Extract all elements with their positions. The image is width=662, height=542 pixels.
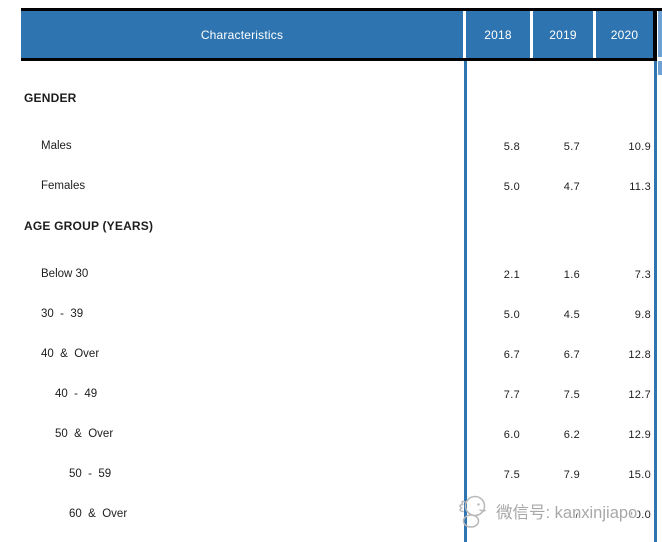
value-2018: 5.0 — [503, 181, 520, 193]
data-row: 50 - 59 7.5 7.9 15.0 — [0, 466, 662, 482]
value-2018: 6.7 — [503, 349, 520, 361]
value-2020: 9.8 — [634, 309, 651, 321]
header-year-label: 2018 — [484, 27, 512, 42]
value-2019: 6.7 — [563, 349, 580, 361]
header-top-border — [21, 8, 662, 11]
data-row: 60 & Over 3.8 3.7 10.0 — [0, 506, 662, 522]
data-row: 40 - 49 7.7 7.5 12.7 — [0, 386, 662, 402]
header-characteristics-label: Characteristics — [200, 27, 284, 42]
row-label: GENDER — [24, 91, 77, 105]
header-right-border — [653, 8, 657, 61]
value-2019: 1.6 — [563, 269, 580, 281]
value-2019: 5.7 — [563, 141, 580, 153]
value-2020: 12.7 — [628, 389, 651, 401]
value-2020: 12.9 — [628, 429, 651, 441]
value-2018: 7.7 — [503, 389, 520, 401]
value-2020: 7.3 — [634, 269, 651, 281]
data-row: Males 5.8 5.7 10.9 — [0, 138, 662, 154]
value-2019: 4.5 — [563, 309, 580, 321]
cropped-next-column-sliver — [658, 61, 662, 75]
value-2019: 4.7 — [563, 181, 580, 193]
row-label: 50 & Over — [55, 428, 114, 440]
header-cell-2018: 2018 — [466, 11, 530, 58]
row-label: AGE GROUP (YEARS) — [24, 219, 154, 233]
value-2018: 5.8 — [503, 141, 520, 153]
value-2019: 3.7 — [563, 509, 580, 521]
value-2018: 7.5 — [503, 469, 520, 481]
value-2018: 2.1 — [503, 269, 520, 281]
header-year-label: 2020 — [610, 27, 639, 42]
value-2020: 10.9 — [628, 141, 651, 153]
value-2019: 7.9 — [563, 469, 580, 481]
data-row: 50 & Over 6.0 6.2 12.9 — [0, 426, 662, 442]
data-row: Females 5.0 4.7 11.3 — [0, 178, 662, 194]
section-row: AGE GROUP (YEARS) — [0, 218, 662, 234]
header-cell-characteristics: Characteristics — [21, 11, 463, 58]
value-2019: 6.2 — [563, 429, 580, 441]
value-2018: 6.0 — [503, 429, 520, 441]
data-row: 40 & Over 6.7 6.7 12.8 — [0, 346, 662, 362]
value-2018: 5.0 — [503, 309, 520, 321]
value-2020: 11.3 — [629, 181, 651, 193]
value-2018: 3.8 — [503, 509, 520, 521]
data-row: 30 - 39 5.0 4.5 9.8 — [0, 306, 662, 322]
value-2020: 15.0 — [628, 469, 651, 481]
section-row: GENDER — [0, 90, 662, 106]
data-row: Below 30 2.1 1.6 7.3 — [0, 266, 662, 282]
value-2020: 12.8 — [628, 349, 651, 361]
cropped-next-column-sliver — [658, 11, 662, 57]
row-label: 50 - 59 — [69, 468, 112, 480]
row-label: 30 - 39 — [41, 308, 84, 320]
value-2020: 10.0 — [628, 509, 651, 521]
row-label: 40 - 49 — [55, 388, 98, 400]
header-year-label: 2019 — [549, 27, 577, 42]
row-label: Below 30 — [41, 268, 89, 280]
row-label: Males — [41, 140, 72, 152]
body-left-column-rule — [464, 61, 467, 542]
body-right-column-rule — [654, 61, 657, 542]
header-cell-2020: 2020 — [596, 11, 653, 58]
row-label: 60 & Over — [69, 508, 128, 520]
value-2019: 7.5 — [563, 389, 580, 401]
row-label: Females — [41, 180, 86, 192]
row-label: 40 & Over — [41, 348, 100, 360]
header-cell-2019: 2019 — [533, 11, 593, 58]
header-bottom-border — [21, 58, 657, 61]
